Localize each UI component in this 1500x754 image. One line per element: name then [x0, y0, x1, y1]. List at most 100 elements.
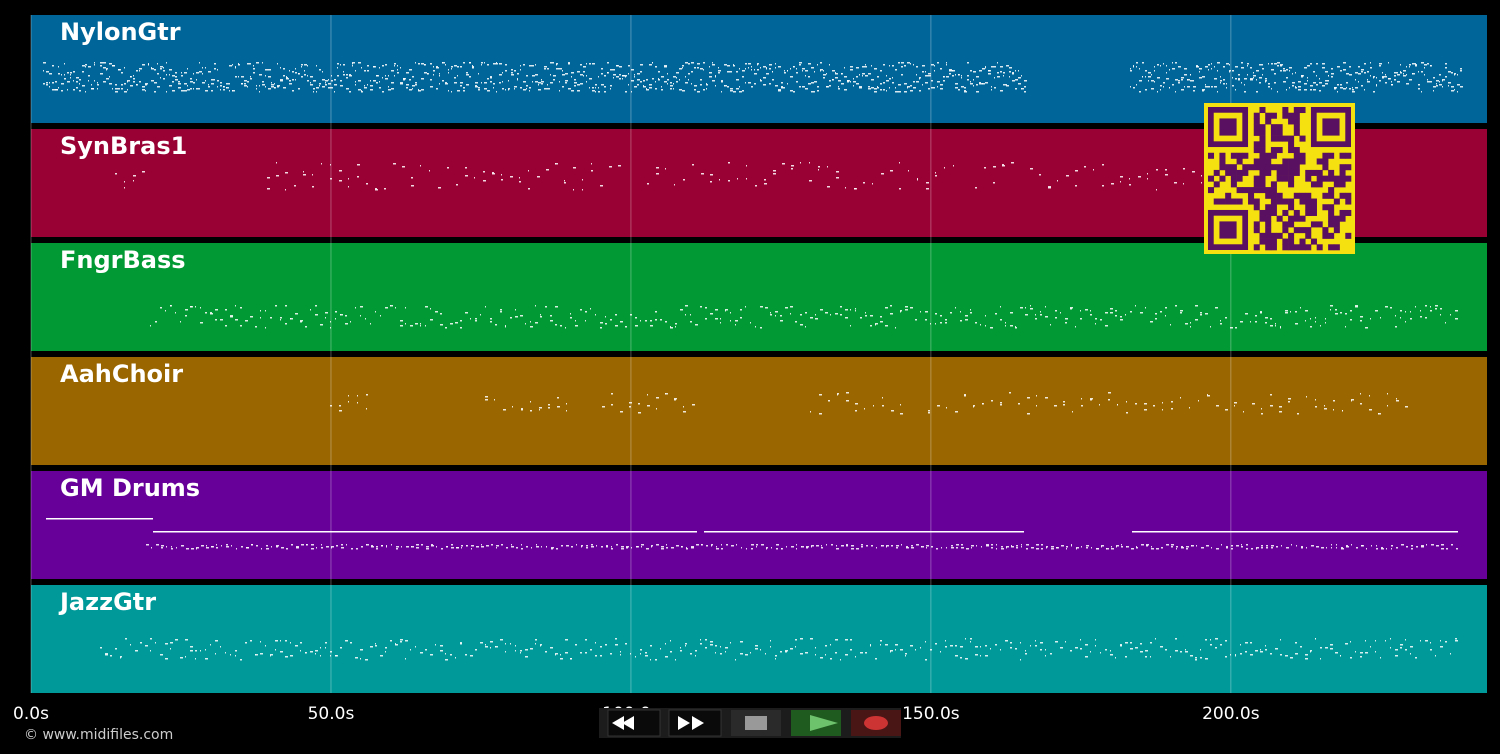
note: [900, 404, 901, 406]
note: [676, 77, 677, 79]
note: [1445, 641, 1447, 643]
play-button[interactable]: [791, 710, 841, 736]
note: [487, 78, 489, 80]
note: [530, 648, 533, 650]
note: [439, 83, 440, 85]
qr-module: [1339, 215, 1346, 222]
note: [1055, 317, 1057, 319]
note: [541, 83, 543, 85]
note: [825, 312, 828, 314]
note: [985, 655, 988, 657]
note: [397, 65, 398, 67]
note: [1187, 86, 1190, 88]
note: [750, 322, 751, 324]
note: [883, 64, 885, 66]
note: [1232, 77, 1233, 79]
note: [709, 76, 712, 78]
note: [1265, 645, 1266, 647]
note: [1133, 66, 1134, 68]
record-button[interactable]: [851, 710, 901, 736]
note: [508, 88, 510, 90]
note: [190, 650, 193, 652]
note: [776, 544, 779, 546]
note: [1395, 315, 1396, 317]
note: [637, 73, 640, 75]
note: [1216, 548, 1219, 550]
note: [751, 69, 752, 71]
note: [816, 545, 819, 547]
note: [292, 90, 294, 92]
note: [1283, 68, 1285, 70]
note: [1260, 649, 1261, 651]
note: [1021, 88, 1024, 90]
note: [1192, 171, 1195, 173]
note: [1304, 89, 1307, 91]
note: [485, 306, 486, 308]
note: [1145, 656, 1147, 658]
note: [562, 70, 563, 72]
note: [935, 172, 936, 174]
note: [1003, 72, 1005, 74]
note: [1215, 307, 1218, 309]
qr-module: [1265, 192, 1272, 199]
qr-module: [1253, 112, 1260, 119]
note: [730, 312, 731, 314]
note: [376, 548, 378, 550]
note: [1169, 87, 1170, 89]
note: [550, 647, 553, 649]
note: [565, 652, 568, 654]
note: [1270, 405, 1273, 407]
note: [226, 87, 229, 89]
note: [1106, 548, 1109, 550]
note: [1454, 89, 1455, 91]
note: [493, 87, 494, 89]
rewind-button[interactable]: [607, 709, 661, 737]
stop-button[interactable]: [731, 710, 781, 736]
note: [676, 72, 679, 74]
note: [940, 88, 943, 90]
note: [805, 70, 808, 72]
note: [1270, 325, 1273, 327]
note: [1260, 311, 1262, 313]
note: [457, 75, 458, 77]
note: [265, 327, 266, 329]
fast-forward-button[interactable]: [668, 709, 722, 737]
note: [721, 81, 723, 83]
note: [946, 64, 947, 66]
note: [163, 67, 164, 69]
note: [360, 658, 361, 660]
note: [841, 545, 844, 547]
note: [91, 84, 92, 86]
note: [1345, 313, 1347, 315]
note: [631, 80, 634, 82]
note: [1086, 545, 1089, 547]
note: [235, 67, 236, 69]
note: [691, 547, 694, 549]
note: [505, 643, 506, 645]
note: [1205, 658, 1208, 660]
note: [787, 70, 788, 72]
note: [1274, 73, 1276, 75]
note: [629, 406, 631, 408]
note: [388, 86, 389, 88]
note: [985, 66, 986, 68]
note: [1111, 546, 1112, 548]
note: [695, 650, 697, 652]
note: [945, 322, 947, 324]
note: [450, 323, 453, 325]
qr-module: [1322, 192, 1329, 199]
note: [1160, 646, 1163, 648]
note: [281, 547, 284, 549]
note: [1262, 74, 1263, 76]
note: [1315, 399, 1316, 401]
note: [103, 67, 106, 69]
note: [733, 65, 735, 67]
note: [820, 69, 823, 71]
note: [1045, 306, 1046, 308]
note: [973, 71, 976, 73]
note: [109, 63, 112, 65]
note: [1391, 81, 1392, 83]
note: [985, 645, 987, 647]
x-tick-label: 50.0s: [308, 704, 355, 724]
note: [253, 72, 255, 74]
